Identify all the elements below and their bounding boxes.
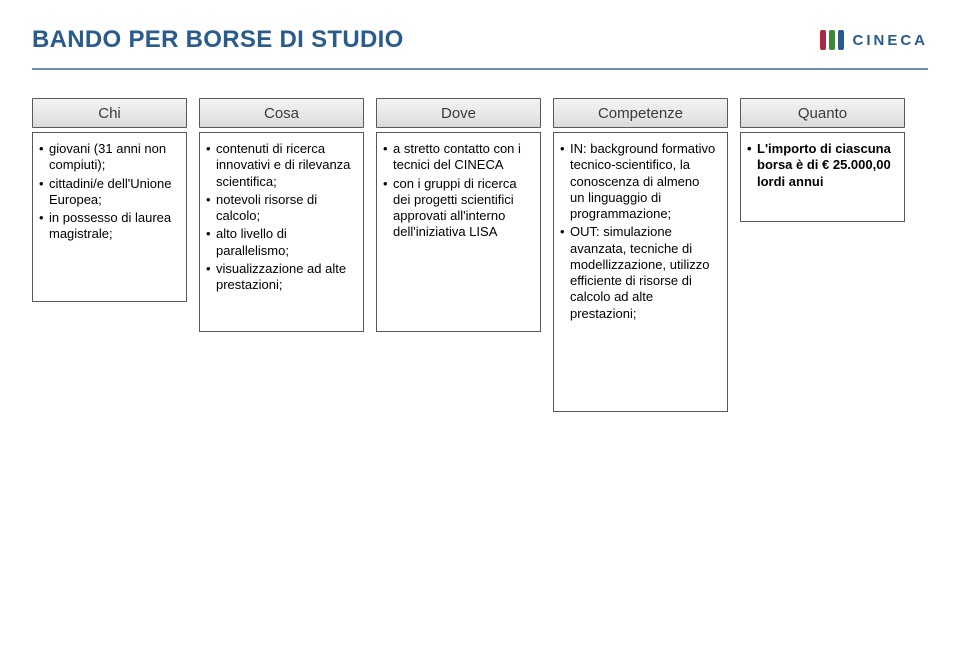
column-body: IN: background formativo tecnico-scienti… (553, 132, 728, 412)
column-body: giovani (31 anni non compiuti); cittadin… (32, 132, 187, 302)
logo-bar-1 (820, 30, 826, 50)
brand-logo: CINECA (820, 30, 928, 50)
list-item: cittadini/e dell'Unione Europea; (37, 176, 176, 209)
list-item: visualizzazione ad alte prestazioni; (204, 261, 353, 294)
bullet-list: giovani (31 anni non compiuti); cittadin… (37, 141, 176, 243)
column-header: Quanto (740, 98, 905, 128)
list-item: L'importo di ciascuna borsa è di € 25.00… (745, 141, 894, 190)
logo-bar-2 (829, 30, 835, 50)
column-body: contenuti di ricerca innovativi e di ril… (199, 132, 364, 332)
bullet-list: L'importo di ciascuna borsa è di € 25.00… (745, 141, 894, 190)
list-item: giovani (31 anni non compiuti); (37, 141, 176, 174)
column-header: Chi (32, 98, 187, 128)
list-item: alto livello di parallelismo; (204, 226, 353, 259)
columns-row: Chi giovani (31 anni non compiuti); citt… (32, 98, 928, 412)
list-item: a stretto contatto con i tecnici del CIN… (381, 141, 530, 174)
column-body: L'importo di ciascuna borsa è di € 25.00… (740, 132, 905, 222)
column-header: Cosa (199, 98, 364, 128)
logo-bar-3 (838, 30, 844, 50)
column-header: Competenze (553, 98, 728, 128)
list-item: con i gruppi di ricerca dei progetti sci… (381, 176, 530, 241)
list-item: contenuti di ricerca innovativi e di ril… (204, 141, 353, 190)
column-header: Dove (376, 98, 541, 128)
logo-bars-icon (820, 30, 844, 50)
list-item: OUT: simulazione avanzata, tecniche di m… (558, 224, 717, 322)
logo-text: CINECA (852, 32, 928, 49)
list-item: in possesso di laurea magistrale; (37, 210, 176, 243)
bullet-list: contenuti di ricerca innovativi e di ril… (204, 141, 353, 293)
column-cosa: Cosa contenuti di ricerca innovativi e d… (199, 98, 364, 332)
list-item: notevoli risorse di calcolo; (204, 192, 353, 225)
column-quanto: Quanto L'importo di ciascuna borsa è di … (740, 98, 905, 222)
column-chi: Chi giovani (31 anni non compiuti); citt… (32, 98, 187, 302)
list-item: IN: background formativo tecnico-scienti… (558, 141, 717, 222)
column-dove: Dove a stretto contatto con i tecnici de… (376, 98, 541, 332)
bullet-list: IN: background formativo tecnico-scienti… (558, 141, 717, 322)
column-body: a stretto contatto con i tecnici del CIN… (376, 132, 541, 332)
page-title: BANDO PER BORSE DI STUDIO (32, 26, 404, 54)
bullet-list: a stretto contatto con i tecnici del CIN… (381, 141, 530, 241)
page-header: BANDO PER BORSE DI STUDIO CINECA (32, 18, 928, 70)
column-competenze: Competenze IN: background formativo tecn… (553, 98, 728, 412)
page: BANDO PER BORSE DI STUDIO CINECA Chi gio… (0, 0, 960, 666)
